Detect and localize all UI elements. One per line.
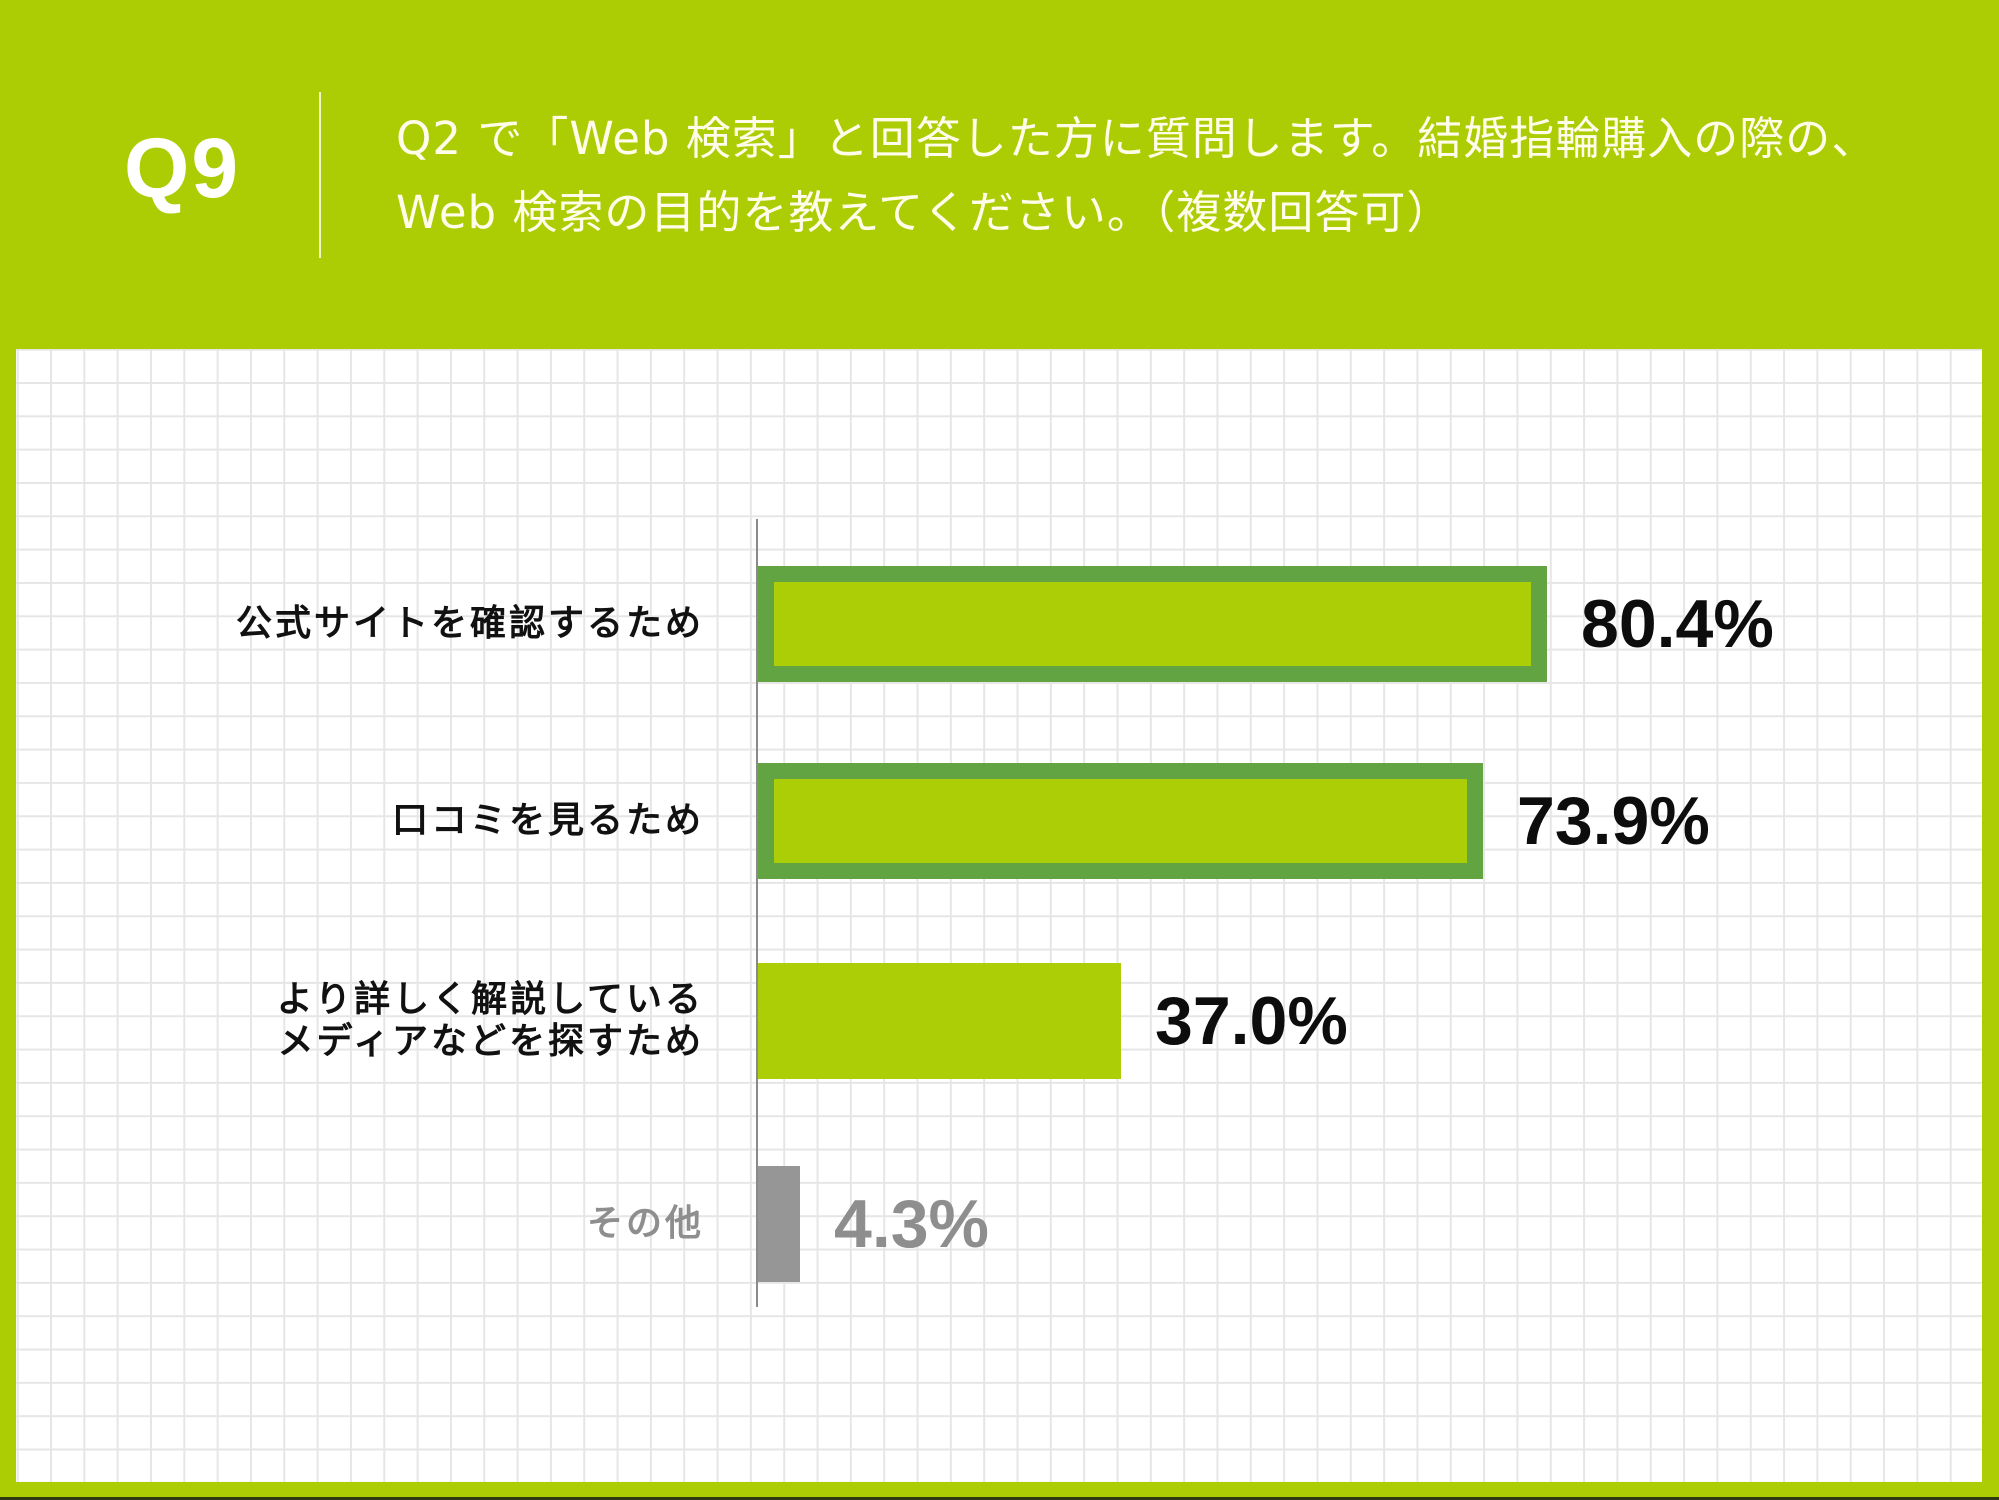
value-label: 73.9% <box>1517 783 1710 859</box>
category-label-line: 口コミを見るため <box>391 800 704 841</box>
category-axis <box>756 519 758 1307</box>
question-number: Q9 <box>124 121 241 215</box>
category-label-line: メディアなどを探すため <box>277 1021 704 1062</box>
category-label: 口コミを見るため <box>392 763 704 879</box>
bar-row: その他 4.3% <box>0 1166 1999 1282</box>
category-label-line: より詳しく解説している <box>276 979 704 1020</box>
bar-reviews <box>758 763 1483 879</box>
category-label-line: 公式サイトを確認するため <box>235 603 704 644</box>
value-label: 37.0% <box>1155 983 1348 1059</box>
bar-row: 公式サイトを確認するため 80.4% <box>0 566 1999 682</box>
category-label-line: その他 <box>586 1203 704 1244</box>
question-line-1: Q2 で「Web 検索」と回答した方に質問します。結婚指輪購入の際の、 <box>396 112 1878 165</box>
question-text: Q2 で「Web 検索」と回答した方に質問します。結婚指輪購入の際の、 Web … <box>396 102 1986 250</box>
value-label: 80.4% <box>1581 586 1774 662</box>
value-label: 4.3% <box>834 1186 989 1262</box>
bar-detailed-media <box>758 963 1121 1079</box>
chart-panel <box>16 349 1982 1482</box>
category-label: より詳しく解説している メディアなどを探すため <box>277 963 704 1079</box>
category-label: その他 <box>587 1166 704 1282</box>
bar-official-site <box>758 566 1547 682</box>
bottom-edge <box>0 1497 1999 1500</box>
header-divider <box>319 92 321 258</box>
bar-other <box>758 1166 800 1282</box>
bar-row: 口コミを見るため 73.9% <box>0 763 1999 879</box>
question-line-2: Web 検索の目的を教えてください。（複数回答可） <box>396 186 1453 239</box>
bar-row: より詳しく解説している メディアなどを探すため 37.0% <box>0 963 1999 1079</box>
category-label: 公式サイトを確認するため <box>236 566 704 682</box>
